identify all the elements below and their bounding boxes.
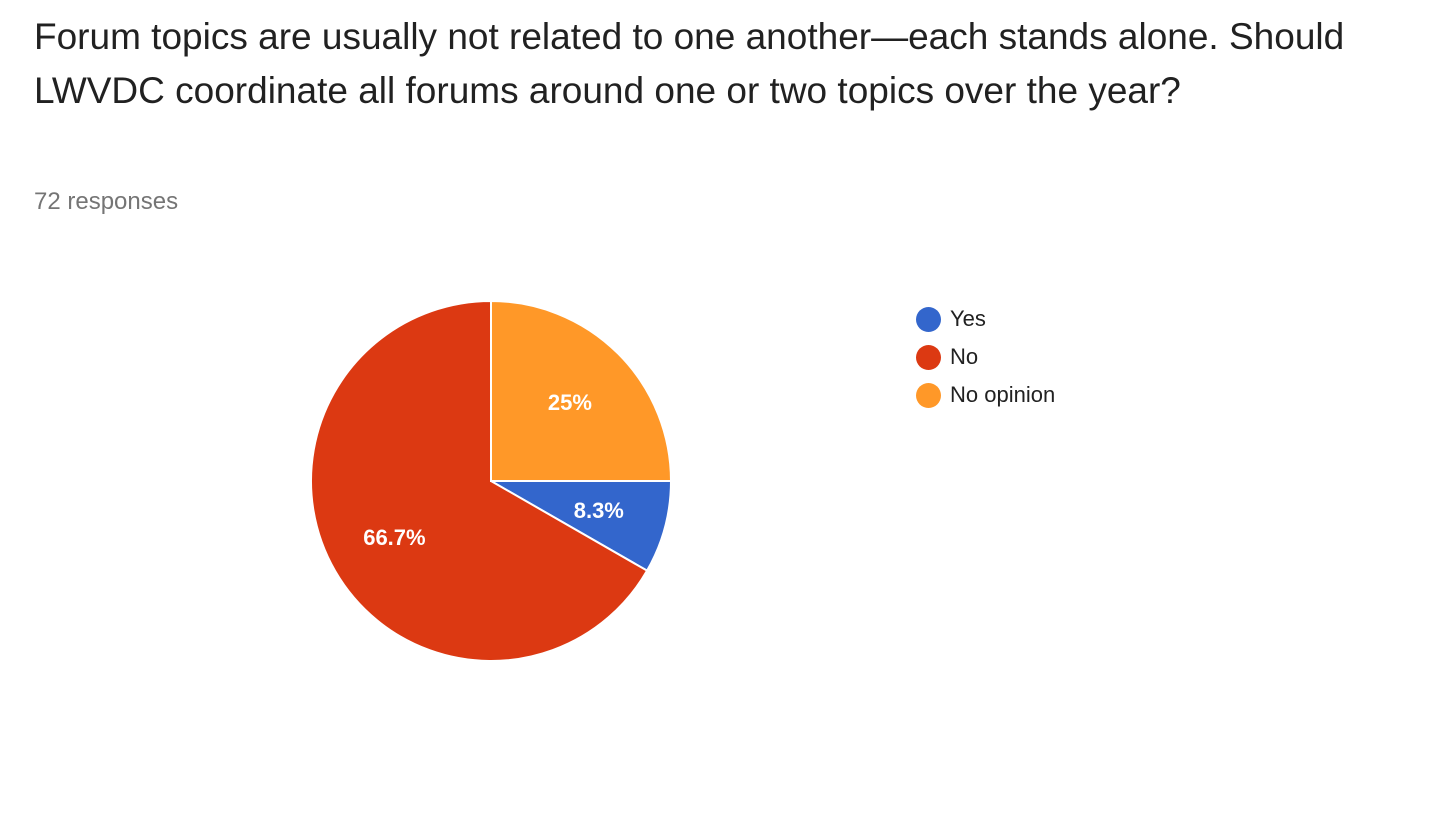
pie-slice-no-opinion[interactable] xyxy=(490,299,673,482)
legend-swatch-no-opinion xyxy=(916,382,941,408)
legend-swatch-no xyxy=(916,344,941,370)
legend-item-no[interactable]: No xyxy=(916,338,1055,376)
pie-label-no-opinion: 25% xyxy=(548,390,592,415)
pie-slice-yes[interactable] xyxy=(487,480,673,573)
pie-label-yes: 8.3% xyxy=(574,498,624,523)
legend-item-no-opinion[interactable]: No opinion xyxy=(916,376,1055,414)
legend-label-no-opinion: No opinion xyxy=(950,382,1056,407)
legend-label-yes: Yes xyxy=(950,306,986,331)
pie-slice-no[interactable] xyxy=(310,299,649,662)
pie-label-no: 66.7% xyxy=(363,525,425,550)
legend-label-no: No xyxy=(950,344,979,369)
legend-item-yes[interactable]: Yes xyxy=(916,300,1055,338)
response-count: 72 responses xyxy=(34,188,179,215)
legend-swatch-yes xyxy=(916,306,941,332)
legend: Yes No No opinion xyxy=(916,300,1055,414)
question-title: Forum topics are usually not related to … xyxy=(34,16,1345,111)
